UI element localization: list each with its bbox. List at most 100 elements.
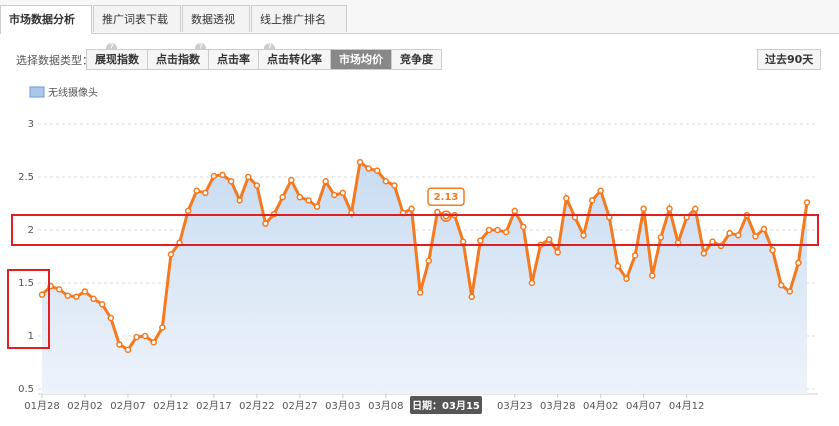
point [116,341,123,348]
x-tick-label: 02月22 [239,400,274,412]
point [236,197,243,204]
point [55,286,63,293]
point [193,187,200,195]
point [554,249,561,256]
data-label: 2.13 [434,192,459,203]
point [365,165,372,172]
point [777,281,785,289]
y-tick-label: 2 [28,225,34,236]
point [425,257,433,264]
point [159,324,166,331]
type-label: 选择数据类型： [16,54,93,67]
tab-text: 数据透视 [191,13,235,26]
tab[interactable]: 市场数据分析 [0,5,92,34]
tooltip-box [409,396,482,414]
legend-swatch [29,86,45,98]
type-button[interactable]: 点击转化率 [258,49,331,70]
x-tick-label: 02月27 [282,400,317,412]
point [649,272,656,279]
point [657,234,665,241]
point [520,223,527,231]
point [184,207,192,215]
point [98,300,106,308]
tooltip: 日期：03月15 [412,399,480,412]
point [769,246,776,254]
point [64,292,72,299]
point [580,232,587,239]
point [666,205,673,213]
type-button[interactable]: 竞争度 [391,49,442,70]
point [339,189,347,197]
x-tick-label: 02月07 [110,400,145,412]
point [752,233,759,240]
x-tick-label: 04月02 [583,400,618,412]
point [313,203,321,210]
tab[interactable]: 线上推广排名? [251,5,347,54]
point [245,173,252,181]
point [640,205,647,213]
type-button[interactable]: 展现指数 [86,49,148,70]
type-button[interactable]: 点击指数 [147,49,209,70]
tab[interactable]: 推广词表下载? [93,5,181,54]
point [382,177,390,185]
point [485,226,493,234]
tab[interactable]: 数据透视? [182,5,250,54]
x-tick-label: 03月28 [540,400,575,412]
point [700,250,708,257]
type-buttons: 展现指数 点击指数 点击率 点击转化率 市场均价 竞争度 [86,49,442,70]
tab-text: 推广词表下载 [102,13,168,26]
y-tick-label: 1 [28,331,34,342]
point [330,191,338,199]
point [296,193,304,201]
point [133,333,140,341]
point [167,251,175,258]
x-tick-label: 03月03 [325,400,360,412]
point [545,236,553,243]
point [726,229,733,237]
point [588,197,596,204]
point [150,339,157,346]
x-tick-label: 03月23 [497,400,532,412]
point [90,295,97,303]
point [760,225,768,233]
point [253,182,261,189]
point [563,194,570,202]
point [528,279,536,287]
point [141,332,149,340]
point [468,293,476,301]
point [434,208,441,216]
y-tick-label: 3 [28,119,34,130]
range-button[interactable]: 过去90天 [757,49,822,70]
x-tick-label: 03月08 [368,400,403,412]
point [305,197,312,204]
tab-text: 市场数据分析 [9,13,75,26]
point [631,252,639,259]
y-tick-label: 1.5 [18,278,34,289]
point [391,182,398,189]
x-tick-label: 04月12 [669,400,704,412]
point [614,262,622,270]
value-bubble [427,187,465,206]
point [597,187,604,195]
point [623,275,630,283]
point [107,314,115,322]
tab-bar: 市场数据分析 推广词表下载? 数据透视? 线上推广排名? [0,0,839,54]
point [288,176,295,184]
y-tick-label: 2.5 [18,172,34,183]
point [692,205,699,213]
legend-label: 无线摄像头 [48,86,98,99]
tab-text: 线上推广排名 [260,13,326,26]
point [262,220,269,227]
x-tick-label: 02月17 [196,400,231,412]
x-tick-label: 04月07 [626,400,661,412]
point [81,288,89,295]
point [124,346,132,354]
x-tick-label: 02月02 [67,400,102,412]
point [373,167,381,174]
point [511,207,519,215]
point [803,199,811,206]
point [322,177,329,185]
point [709,238,716,245]
